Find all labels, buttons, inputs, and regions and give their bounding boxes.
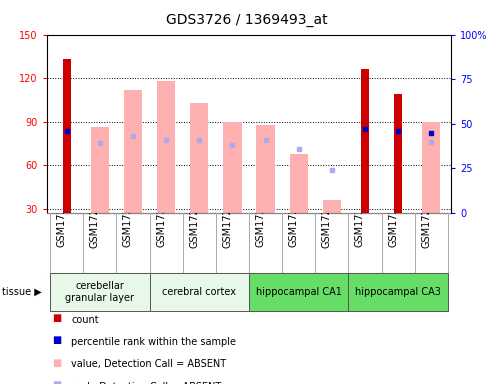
Text: GSM172049: GSM172049	[156, 188, 166, 247]
Text: ■: ■	[52, 358, 61, 367]
Text: GSM172041: GSM172041	[289, 188, 299, 247]
Bar	[50, 273, 149, 311]
Bar	[361, 70, 369, 213]
Text: GSM172051: GSM172051	[222, 188, 232, 248]
Text: GDS3726 / 1369493_at: GDS3726 / 1369493_at	[166, 13, 327, 27]
Bar	[249, 273, 349, 311]
Bar	[124, 90, 142, 213]
Text: GSM172045: GSM172045	[421, 188, 431, 248]
Text: GSM172047: GSM172047	[90, 188, 100, 248]
Text: cerebellar
granular layer: cerebellar granular layer	[66, 281, 135, 303]
Text: value, Detection Call = ABSENT: value, Detection Call = ABSENT	[71, 359, 227, 369]
Bar	[349, 273, 448, 311]
Bar	[149, 273, 249, 311]
Text: count: count	[71, 315, 99, 325]
Text: GSM172048: GSM172048	[123, 188, 133, 247]
Text: tissue ▶: tissue ▶	[2, 287, 42, 297]
Text: ■: ■	[52, 313, 61, 323]
Bar	[190, 103, 209, 213]
Text: ■: ■	[52, 380, 61, 384]
Text: GSM172050: GSM172050	[189, 188, 199, 248]
Bar	[157, 81, 175, 213]
Bar	[223, 122, 242, 213]
Text: GSM172043: GSM172043	[355, 188, 365, 247]
Text: hippocampal CA3: hippocampal CA3	[355, 287, 441, 297]
Text: ■: ■	[52, 335, 61, 345]
Text: hippocampal CA1: hippocampal CA1	[256, 287, 342, 297]
Bar	[323, 200, 341, 213]
Bar	[91, 127, 109, 213]
Text: percentile rank within the sample: percentile rank within the sample	[71, 337, 237, 347]
Bar	[394, 94, 402, 213]
Bar	[256, 124, 275, 213]
Text: cerebral cortex: cerebral cortex	[162, 287, 236, 297]
Bar	[63, 59, 71, 213]
Text: GSM172040: GSM172040	[255, 188, 266, 247]
Text: GSM172042: GSM172042	[322, 188, 332, 248]
Text: rank, Detection Call = ABSENT: rank, Detection Call = ABSENT	[71, 382, 222, 384]
Text: GSM172046: GSM172046	[57, 188, 67, 247]
Bar	[289, 154, 308, 213]
Bar	[422, 122, 440, 213]
Text: GSM172044: GSM172044	[388, 188, 398, 247]
